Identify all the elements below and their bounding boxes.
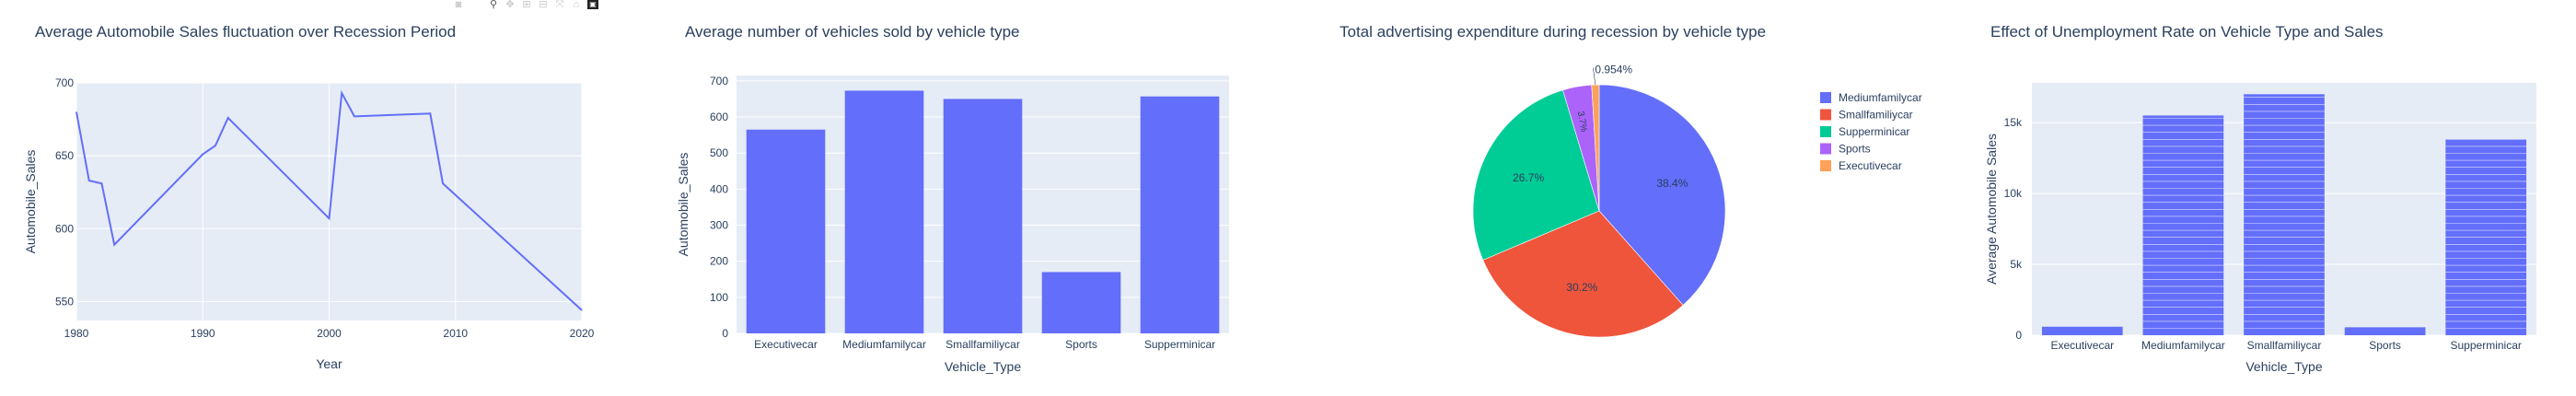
x-tick-label: Mediumfamilycar bbox=[2141, 339, 2225, 352]
x-tick-label: Executivecar bbox=[754, 338, 818, 351]
legend-item-label: Executivecar bbox=[1839, 159, 1902, 172]
slice-label: 30.2% bbox=[1566, 281, 1597, 294]
pie-slice[interactable] bbox=[1598, 84, 1726, 306]
y-tick-label: 300 bbox=[710, 219, 728, 232]
x-tick-label: Smallfamiliycar bbox=[946, 338, 1020, 351]
slice-label: 26.7% bbox=[1513, 171, 1544, 184]
y-tick-label: 600 bbox=[710, 111, 728, 123]
chart-title: Total advertising expenditure during rec… bbox=[1340, 23, 1766, 41]
x-tick-label: 2010 bbox=[443, 327, 468, 340]
plotly-logo-icon[interactable]: ▣ bbox=[587, 0, 598, 9]
reset-axes-icon[interactable]: ⌂ bbox=[573, 0, 580, 9]
y-tick-label: 200 bbox=[710, 255, 728, 268]
data-point bbox=[75, 111, 77, 113]
y-tick-label: 600 bbox=[55, 222, 74, 235]
autoscale-icon[interactable]: ⤧ bbox=[555, 0, 564, 9]
slice-label: 3.7% bbox=[1575, 111, 1589, 133]
bar[interactable] bbox=[2244, 94, 2325, 335]
zoom-icon[interactable]: ⚲ bbox=[489, 0, 498, 9]
data-point bbox=[100, 182, 102, 184]
legend-item-label: Supperminicar bbox=[1839, 125, 1909, 138]
legend-swatch[interactable] bbox=[1820, 143, 1831, 155]
camera-icon[interactable]: ◙ bbox=[455, 0, 462, 9]
x-tick-label: Supperminicar bbox=[2451, 339, 2522, 352]
slice-label: 38.4% bbox=[1656, 177, 1688, 190]
chart-title: Effect of Unemployment Rate on Vehicle T… bbox=[1990, 23, 2384, 41]
zoom-out-icon[interactable]: ⊟ bbox=[539, 0, 548, 9]
data-point bbox=[113, 244, 115, 246]
x-tick-label: Smallfamiliycar bbox=[2247, 339, 2322, 352]
pie-slice[interactable] bbox=[1591, 84, 1600, 212]
bar-chart-unemployment: Effect of Unemployment Rate on Vehicle T… bbox=[1984, 23, 2536, 374]
slice-label-leader bbox=[1593, 67, 1596, 86]
legend-swatch[interactable] bbox=[1820, 160, 1831, 171]
bar[interactable] bbox=[2142, 115, 2224, 335]
data-point bbox=[581, 309, 583, 311]
x-tick-label: Mediumfamilycar bbox=[842, 338, 926, 351]
y-axis-title: Average Automobile Sales bbox=[1984, 134, 1999, 285]
x-tick-label: 1990 bbox=[191, 327, 215, 340]
bar[interactable] bbox=[2041, 326, 2123, 335]
chart-title: Average Automobile Sales fluctuation ove… bbox=[35, 23, 456, 41]
y-tick-label: 0 bbox=[2015, 329, 2022, 342]
y-tick-label: 700 bbox=[710, 75, 728, 87]
y-tick-label: 15k bbox=[2004, 116, 2023, 129]
legend-swatch[interactable] bbox=[1820, 92, 1831, 103]
y-tick-label: 500 bbox=[710, 146, 728, 159]
pie-chart-advertising: Total advertising expenditure during rec… bbox=[1340, 23, 1922, 338]
x-tick-label: Executivecar bbox=[2050, 339, 2114, 352]
data-point bbox=[442, 182, 444, 184]
x-tick-label: Sports bbox=[2369, 339, 2401, 352]
x-tick-label: 2020 bbox=[570, 327, 595, 340]
data-point bbox=[227, 117, 229, 119]
bar[interactable] bbox=[1140, 96, 1220, 333]
pie-slice[interactable] bbox=[1472, 89, 1600, 261]
bar[interactable] bbox=[1041, 272, 1121, 333]
legend-swatch[interactable] bbox=[1820, 126, 1831, 137]
bar[interactable] bbox=[943, 99, 1023, 333]
y-axis-title: Automobile_Sales bbox=[23, 150, 38, 254]
slice-label: 0.954% bbox=[1595, 64, 1632, 76]
bar[interactable] bbox=[2344, 327, 2426, 335]
x-axis-title: Vehicle_Type bbox=[945, 359, 1021, 374]
bar[interactable] bbox=[746, 129, 826, 333]
bar-chart-vehicles-sold: Average number of vehicles sold by vehic… bbox=[676, 23, 1229, 374]
line-chart: Average Automobile Sales fluctuation ove… bbox=[23, 23, 595, 371]
y-tick-label: 400 bbox=[710, 182, 728, 195]
y-tick-label: 100 bbox=[710, 291, 728, 304]
legend: Mediumfamilycar Smallfamiliycar Suppermini… bbox=[1820, 91, 1922, 172]
y-tick-label: 0 bbox=[722, 327, 728, 340]
legend-item-label: Mediumfamilycar bbox=[1839, 91, 1922, 104]
data-point bbox=[329, 217, 330, 219]
y-tick-label: 5k bbox=[2010, 258, 2023, 271]
x-tick-label: 2000 bbox=[317, 327, 342, 340]
y-tick-label: 650 bbox=[55, 149, 74, 162]
pie-slice[interactable] bbox=[1482, 210, 1684, 338]
legend-item-label: Sports bbox=[1839, 143, 1871, 156]
x-axis-title: Year bbox=[316, 356, 342, 371]
legend-swatch[interactable] bbox=[1820, 109, 1831, 121]
modebar: ◙ ⚲ ✥ ⊞ ⊟ ⤧ ⌂ ▣ bbox=[453, 0, 598, 9]
zoom-in-icon[interactable]: ⊞ bbox=[522, 0, 531, 9]
y-tick-label: 700 bbox=[55, 76, 74, 89]
legend-item-label: Smallfamiliycar bbox=[1839, 109, 1913, 122]
y-tick-label: 10k bbox=[2004, 187, 2023, 200]
data-point bbox=[429, 112, 431, 114]
chart-title: Average number of vehicles sold by vehic… bbox=[685, 23, 1020, 41]
pan-icon[interactable]: ✥ bbox=[505, 0, 515, 9]
y-tick-label: 550 bbox=[55, 295, 74, 308]
y-axis-title: Automobile_Sales bbox=[676, 153, 690, 257]
x-tick-label: Supperminicar bbox=[1144, 338, 1215, 351]
x-tick-label: Sports bbox=[1065, 338, 1097, 351]
bar[interactable] bbox=[844, 90, 924, 333]
x-axis-title: Vehicle_Type bbox=[2245, 359, 2322, 374]
x-tick-label: 1980 bbox=[64, 327, 89, 340]
